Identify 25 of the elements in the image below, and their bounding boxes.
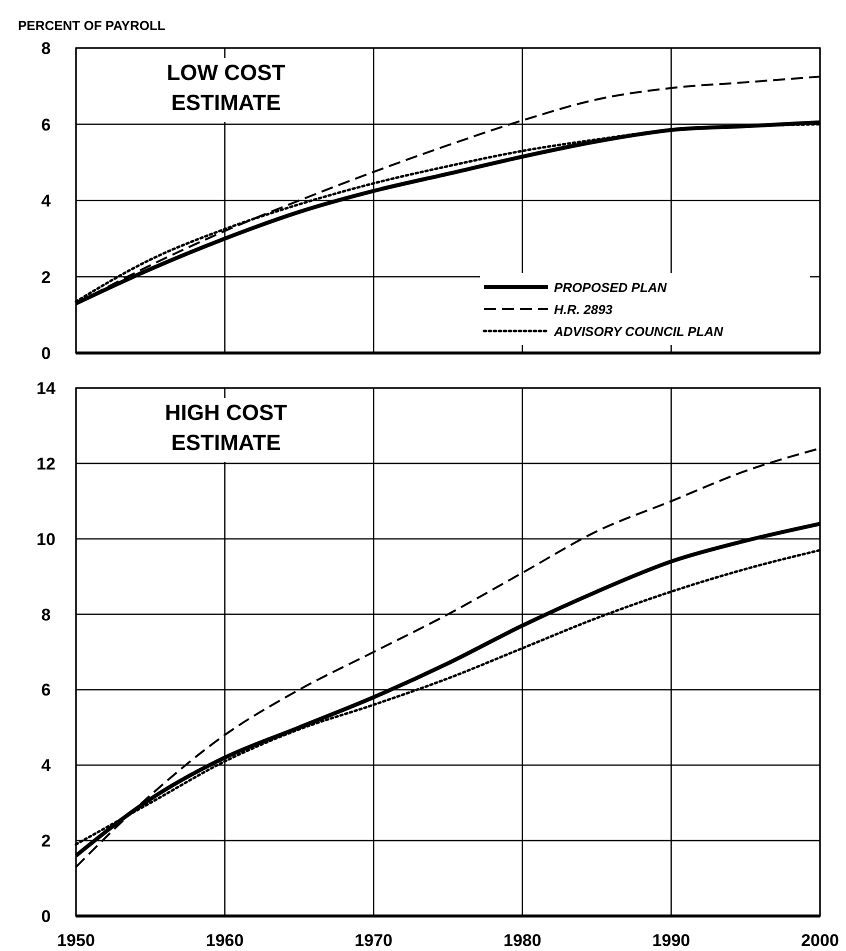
y-tick-label: 8 <box>41 39 51 58</box>
x-tick-label: 2000 <box>801 931 839 950</box>
y-tick-label: 2 <box>41 268 51 287</box>
y-tick-label: 0 <box>41 344 51 363</box>
x-tick-label: 1980 <box>503 931 542 950</box>
legend-label: ADVISORY COUNCIL PLAN <box>553 324 724 339</box>
y-axis-title: PERCENT OF PAYROLL <box>18 18 166 33</box>
y-tick-label: 2 <box>41 832 51 851</box>
x-tick-label: 1970 <box>354 931 393 950</box>
y-tick-label: 4 <box>41 192 52 210</box>
text: LOW COST ESTIMATE <box>166 60 286 115</box>
x-tick-label: 1950 <box>57 931 95 950</box>
y-tick-label: 8 <box>41 605 51 624</box>
legend-label: H.R. 2893 <box>554 302 614 317</box>
text: HIGH COST ESTIMATE <box>164 400 288 455</box>
y-tick-label: 6 <box>41 680 51 700</box>
y-tick-label: 0 <box>41 907 51 926</box>
x-tick-label: 1990 <box>652 931 690 950</box>
x-tick-label: 1960 <box>206 931 244 950</box>
y-tick-label: 12 <box>36 454 56 474</box>
legend-label: PROPOSED PLAN <box>554 280 668 295</box>
y-tick-label: 4 <box>41 756 52 776</box>
y-tick-label: 14 <box>36 379 56 398</box>
y-tick-label: 10 <box>36 530 56 549</box>
y-tick-label: 6 <box>41 115 51 134</box>
